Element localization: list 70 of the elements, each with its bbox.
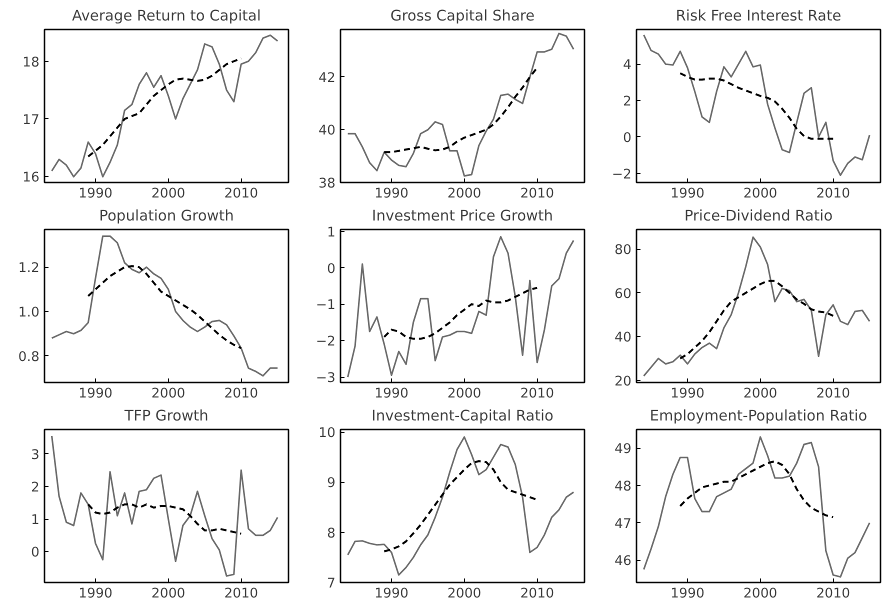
chart-title: Risk Free Interest Rate xyxy=(676,8,842,24)
x-tick-label: 1990 xyxy=(78,586,112,602)
y-tick-label: 40 xyxy=(318,124,336,139)
x-tick-label: 2000 xyxy=(743,586,778,602)
y-tick-label: 38 xyxy=(318,176,336,192)
chart-title: Investment-Capital Ratio xyxy=(372,408,554,424)
y-tick-label: 1.2 xyxy=(18,261,40,276)
x-tick-label: 2010 xyxy=(520,386,554,402)
y-tick-label: 7 xyxy=(327,576,336,592)
x-tick-label: 2000 xyxy=(151,586,186,602)
y-tick-label: 16 xyxy=(22,170,40,186)
y-tick-label: 80 xyxy=(614,243,632,258)
x-tick-label: 2000 xyxy=(743,386,778,402)
y-tick-label: 2 xyxy=(623,94,632,110)
y-tick-label: 42 xyxy=(318,70,336,86)
y-tick-label: 49 xyxy=(614,442,632,458)
x-tick-label: 2010 xyxy=(520,586,554,602)
y-tick-label: 0 xyxy=(623,130,632,146)
y-tick-label: 20 xyxy=(614,374,632,390)
x-tick-label: 2010 xyxy=(816,586,850,602)
y-tick-label: 9 xyxy=(327,476,336,492)
y-tick-label: −2 xyxy=(316,334,336,350)
y-tick-label: 4 xyxy=(623,58,632,74)
y-tick-label: 18 xyxy=(22,55,40,70)
y-tick-label: 8 xyxy=(327,526,336,542)
x-tick-label: 2000 xyxy=(447,386,482,402)
y-tick-label: 47 xyxy=(614,516,632,532)
x-tick-label: 1990 xyxy=(670,586,704,602)
x-tick-label: 2000 xyxy=(743,186,778,202)
x-tick-label: 2000 xyxy=(447,586,482,602)
x-tick-label: 2000 xyxy=(151,186,186,202)
x-tick-label: 1990 xyxy=(374,386,408,402)
y-tick-label: 1 xyxy=(31,513,40,528)
x-tick-label: 2010 xyxy=(816,386,850,402)
y-tick-label: 46 xyxy=(614,554,632,570)
y-tick-label: 17 xyxy=(22,112,40,128)
y-tick-label: 0 xyxy=(327,262,336,277)
y-tick-label: 40 xyxy=(614,330,632,346)
x-tick-label: 2000 xyxy=(447,186,482,202)
y-tick-label: 2 xyxy=(31,480,40,496)
y-tick-label: 1.0 xyxy=(18,306,40,321)
y-tick-label: −2 xyxy=(612,167,632,182)
y-tick-label: 3 xyxy=(31,448,40,463)
x-tick-label: 2010 xyxy=(520,186,554,202)
y-tick-label: 0.8 xyxy=(18,350,40,365)
y-tick-label: 1 xyxy=(327,225,336,240)
chart-title: Investment Price Growth xyxy=(372,208,554,224)
y-tick-label: 48 xyxy=(614,479,632,494)
x-tick-label: 2010 xyxy=(816,186,850,202)
x-tick-label: 1990 xyxy=(78,386,112,402)
x-tick-label: 1990 xyxy=(78,186,112,202)
x-tick-label: 1990 xyxy=(670,186,704,202)
chart-title: Employment-Population Ratio xyxy=(650,408,868,424)
y-tick-label: −3 xyxy=(316,371,336,386)
y-tick-label: 60 xyxy=(614,286,632,302)
x-tick-label: 1990 xyxy=(374,586,408,602)
x-tick-label: 1990 xyxy=(670,386,704,402)
y-tick-label: −1 xyxy=(316,298,336,314)
x-tick-label: 2010 xyxy=(224,186,258,202)
x-tick-label: 2010 xyxy=(224,386,258,402)
chart-title: Price-Dividend Ratio xyxy=(684,208,833,224)
chart-title: Gross Capital Share xyxy=(390,8,535,24)
x-tick-label: 1990 xyxy=(374,186,408,202)
chart-title: Population Growth xyxy=(99,208,234,224)
y-tick-label: 10 xyxy=(318,426,336,442)
x-tick-label: 2000 xyxy=(151,386,186,402)
chart-title: TFP Growth xyxy=(124,408,208,424)
y-tick-label: 0 xyxy=(31,546,40,561)
x-tick-label: 2010 xyxy=(224,586,258,602)
chart-title: Average Return to Capital xyxy=(72,8,261,24)
